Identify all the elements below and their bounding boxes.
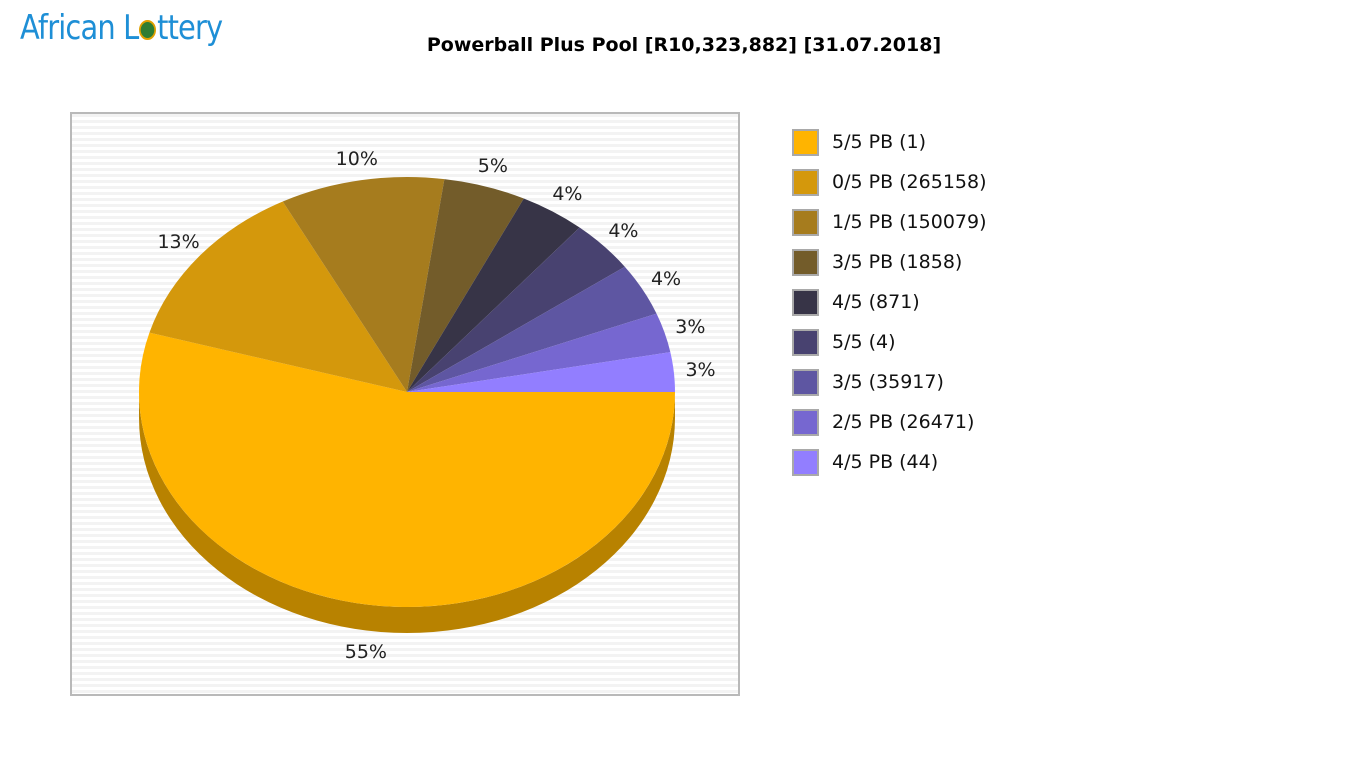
legend-item-8: 4/5 PB (44) (792, 442, 987, 482)
plot-area: 55% 13% 10% 5% 4% 4% 4% 3% 3% (70, 112, 740, 696)
pie-slice-7[interactable] (407, 313, 671, 392)
legend-swatch (792, 368, 819, 396)
african-lottery-logo[interactable]: African L ttery (20, 8, 223, 48)
pie-slice-1[interactable] (149, 201, 407, 392)
pie-percent-label-4: 4% (552, 182, 583, 205)
legend-swatch (792, 208, 819, 236)
pie-percent-label-8: 3% (685, 358, 716, 381)
chart-title: Powerball Plus Pool [R10,323,882] [31.07… (426, 34, 942, 56)
chart-legend: 5/5 PB (1) 0/5 PB (265158) 1/5 PB (150079)… (792, 122, 987, 482)
legend-item-6: 3/5 (35917) (792, 362, 987, 402)
logo-text-left: African L (20, 8, 139, 48)
legend-item-2: 1/5 PB (150079) (792, 202, 987, 242)
pie-slice-0[interactable] (138, 332, 675, 607)
legend-label: 0/5 PB (265158) (832, 171, 987, 193)
lottery-emblem-icon (139, 19, 157, 40)
legend-label: 5/5 PB (1) (832, 131, 927, 153)
legend-swatch (792, 328, 819, 356)
legend-item-0: 5/5 PB (1) (792, 122, 987, 162)
logo-text-right: ttery (157, 8, 223, 48)
pie-percent-label-7: 3% (675, 315, 706, 338)
pie-percent-label-2: 10% (335, 147, 378, 170)
legend-item-5: 5/5 (4) (792, 322, 987, 362)
pie-slice-2[interactable] (282, 177, 445, 392)
legend-swatch (792, 408, 819, 436)
pie-percent-label-5: 4% (608, 220, 639, 243)
legend-swatch (792, 168, 819, 196)
legend-label: 4/5 (871) (832, 291, 920, 313)
legend-swatch (792, 128, 819, 156)
pie-percent-label-3: 5% (477, 154, 508, 177)
legend-label: 4/5 PB (44) (832, 451, 939, 473)
pie-slice-4[interactable] (407, 198, 580, 392)
legend-label: 5/5 (4) (832, 331, 896, 353)
pie-slice-3[interactable] (407, 179, 524, 392)
legend-swatch (792, 448, 819, 476)
pie-slice-8[interactable] (407, 352, 675, 392)
legend-item-3: 3/5 PB (1858) (792, 242, 987, 282)
legend-swatch (792, 288, 819, 316)
legend-label: 1/5 PB (150079) (832, 211, 987, 233)
legend-item-4: 4/5 (871) (792, 282, 987, 322)
legend-label: 3/5 (35917) (832, 371, 944, 393)
pie-percent-label-1: 13% (157, 231, 200, 254)
pie-slice-5[interactable] (407, 227, 625, 392)
legend-label: 3/5 PB (1858) (832, 251, 963, 273)
pie-slice-6[interactable] (407, 266, 657, 392)
pie-chart (138, 177, 675, 633)
legend-item-1: 0/5 PB (265158) (792, 162, 987, 202)
legend-label: 2/5 PB (26471) (832, 411, 975, 433)
legend-swatch (792, 248, 819, 276)
legend-item-7: 2/5 PB (26471) (792, 402, 987, 442)
pie-percent-label-6: 4% (650, 268, 682, 291)
pie-percent-label-0: 55% (344, 641, 387, 664)
